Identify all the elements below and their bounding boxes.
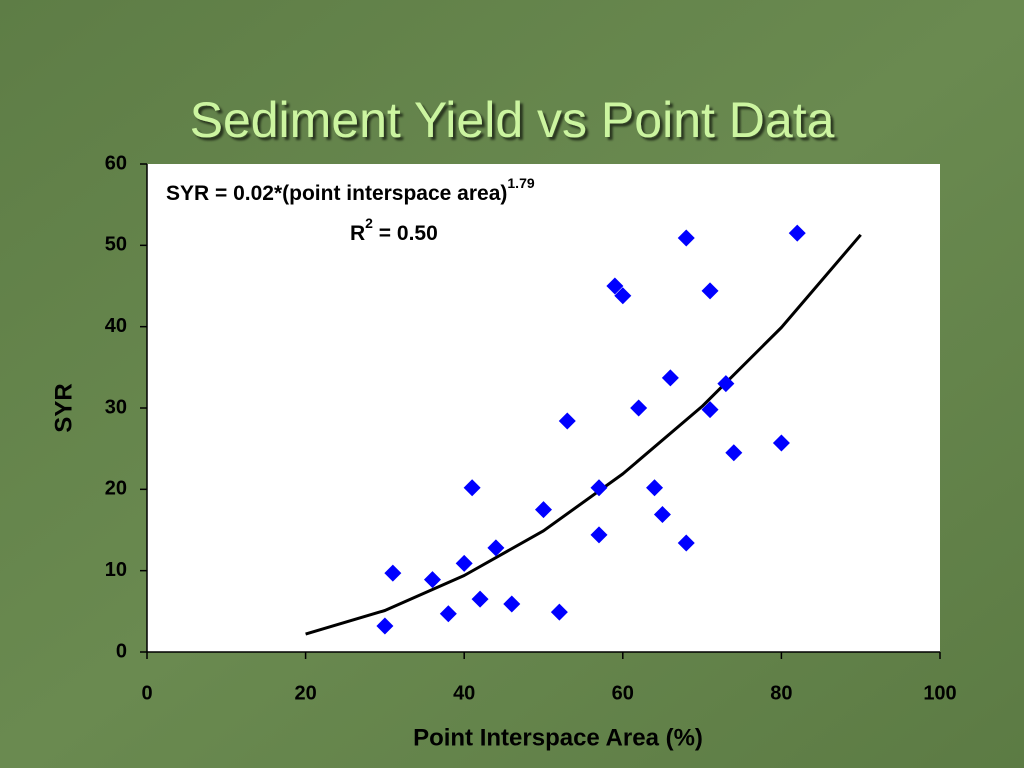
- data-point: [653, 506, 671, 524]
- y-tick-label: 30: [105, 396, 127, 418]
- data-point: [677, 229, 695, 247]
- data-point: [701, 282, 719, 300]
- data-point: [630, 399, 648, 417]
- data-point: [535, 501, 552, 519]
- x-tick-label: 60: [612, 682, 634, 704]
- data-point: [717, 375, 735, 393]
- trendline: [305, 233, 862, 636]
- data-point: [503, 595, 521, 613]
- x-axis-label: Point Interspace Area (%): [413, 724, 703, 751]
- data-point: [384, 564, 402, 582]
- data-point: [772, 434, 790, 452]
- equation-exponent: 1.79: [507, 175, 534, 191]
- data-point: [614, 287, 632, 305]
- data-point: [550, 603, 568, 621]
- x-tick-label: 80: [770, 682, 792, 704]
- y-tick-label: 50: [105, 234, 127, 256]
- x-tick-label: 40: [453, 682, 475, 704]
- data-point: [725, 444, 743, 462]
- slide-title: Sediment Yield vs Point Data: [190, 92, 835, 148]
- y-tick-label: 10: [105, 559, 127, 581]
- data-point: [455, 554, 473, 572]
- data-point: [463, 479, 481, 497]
- data-point: [701, 401, 719, 419]
- data-point: [590, 526, 608, 544]
- data-point: [439, 605, 457, 623]
- r-squared: R2 = 0.50: [350, 215, 438, 245]
- data-point: [606, 277, 624, 295]
- plot-area: [147, 164, 940, 652]
- data-point: [590, 479, 608, 497]
- data-point: [558, 412, 576, 430]
- equation: SYR = 0.02*(point interspace area)1.79: [166, 175, 535, 205]
- r-squared-exponent: 2: [365, 215, 373, 231]
- y-tick-label: 20: [105, 478, 127, 500]
- data-point: [677, 534, 695, 552]
- y-tick-label: 60: [105, 152, 127, 174]
- data-point: [423, 571, 441, 589]
- data-point: [487, 539, 505, 557]
- data-point: [646, 479, 664, 497]
- x-tick-label: 0: [141, 682, 152, 704]
- y-axis-label: SYR: [50, 383, 77, 432]
- x-tick-label: 20: [294, 682, 316, 704]
- y-tick-label: 0: [116, 640, 127, 662]
- r-squared-symbol: R: [350, 222, 365, 245]
- data-point: [376, 617, 394, 635]
- data-point: [788, 224, 806, 242]
- data-point: [661, 369, 679, 387]
- equation-text: SYR = 0.02*(point interspace area): [166, 182, 507, 205]
- x-tick-label: 100: [923, 682, 956, 704]
- r-squared-text: = 0.50: [373, 222, 438, 245]
- y-tick-label: 40: [105, 315, 127, 337]
- data-point: [471, 590, 489, 608]
